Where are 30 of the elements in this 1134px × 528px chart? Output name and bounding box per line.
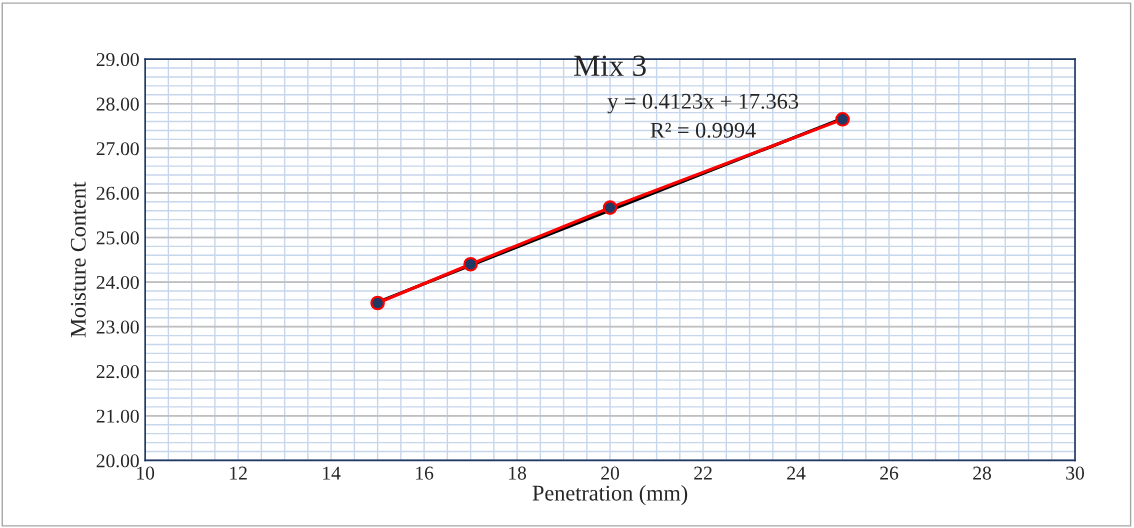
x-tick-label: 14 xyxy=(323,466,341,480)
y-tick-label: 23.00 xyxy=(96,320,139,334)
y-tick-label: 22.00 xyxy=(96,365,139,379)
x-tick-label: 18 xyxy=(509,466,527,480)
point xyxy=(602,200,618,215)
y-tick-label: 21.00 xyxy=(96,409,139,423)
y-tick-label: 29.00 xyxy=(96,52,139,67)
y-tick-label: 25.00 xyxy=(96,231,139,245)
x-tick-label: 16 xyxy=(416,466,434,480)
x-tick-label: 24 xyxy=(787,466,806,480)
y-axis-title: Moisture Content xyxy=(70,181,86,338)
y-tick-label: 20.00 xyxy=(96,454,139,468)
y-tick-label: 24.00 xyxy=(96,275,139,290)
x-tick-label: 10 xyxy=(137,466,155,480)
y-tick-label: 27.00 xyxy=(96,142,139,156)
x-tick-label: 12 xyxy=(230,466,247,480)
annotation: y = 0.4123x + 17.363 xyxy=(607,93,799,114)
point xyxy=(835,112,850,127)
x-tick-label: 26 xyxy=(880,466,899,480)
x-tick-label: 30 xyxy=(1066,466,1085,480)
x-tick-label: 28 xyxy=(973,466,992,480)
y-tick-label: 28.00 xyxy=(96,97,139,111)
x-axis-title: Penetration (mm) xyxy=(532,484,688,506)
x-tick-label: 22 xyxy=(694,466,712,480)
chart-title: Mix 3 xyxy=(574,55,646,77)
point xyxy=(370,295,385,311)
y-tick-label: 26.00 xyxy=(96,186,139,200)
point xyxy=(463,256,478,272)
annotation: R² = 0.9994 xyxy=(650,122,756,138)
x-tick-label: 20 xyxy=(601,466,620,480)
